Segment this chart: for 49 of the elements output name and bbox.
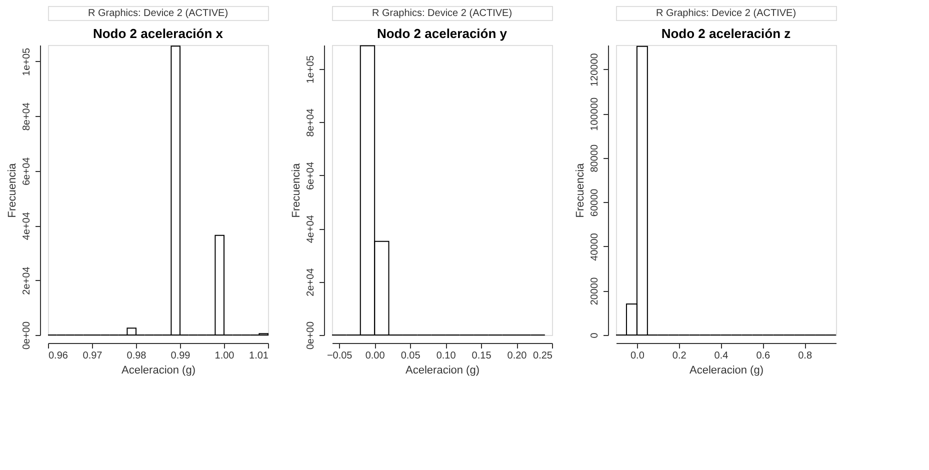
y-tick-label: 4e+04 bbox=[306, 214, 316, 244]
x-tick-label: 0.6 bbox=[756, 350, 771, 362]
y-tick-label: 80000 bbox=[590, 144, 600, 172]
x-tick-label: 0.98 bbox=[126, 350, 147, 362]
y-tick-label: 6e+04 bbox=[22, 156, 32, 186]
x-tick-label: 0.97 bbox=[82, 350, 103, 362]
chart-title: Nodo 2 aceleración y bbox=[376, 26, 508, 41]
x-axis-title: Aceleracion (g) bbox=[122, 364, 196, 376]
x-axis-title: Aceleracion (g) bbox=[690, 364, 764, 376]
y-axis-title: Frecuencia bbox=[574, 162, 586, 218]
x-tick-label: 0.25 bbox=[533, 350, 553, 362]
text: R Graphics: Device 2 (ACTIVE) bbox=[656, 8, 796, 19]
y-tick-label: 8e+04 bbox=[306, 108, 316, 137]
x-tick-label: 0.20 bbox=[507, 350, 528, 362]
y-tick-label: 100000 bbox=[590, 97, 600, 131]
x-tick-label: 1.01 bbox=[249, 350, 269, 362]
x-tick-label: 0.0 bbox=[630, 350, 645, 362]
x-tick-label: 0.2 bbox=[672, 350, 687, 362]
y-tick-label: 20000 bbox=[590, 276, 600, 306]
y-tick-label: 8e+04 bbox=[22, 102, 32, 131]
y-tick-label: 0e+00 bbox=[306, 321, 316, 350]
x-tick-label: 0.05 bbox=[400, 350, 421, 362]
chart-title: Nodo 2 aceleración x bbox=[92, 26, 224, 41]
y-tick-label: 0e+00 bbox=[22, 321, 32, 350]
y-axis-title: Frecuencia bbox=[6, 162, 18, 218]
text: R Graphics: Device 2 (ACTIVE) bbox=[372, 8, 512, 19]
x-tick-label: −0.05 bbox=[326, 350, 353, 362]
y-axis-title: Frecuencia bbox=[290, 162, 302, 218]
x-tick-label: 0.4 bbox=[714, 350, 729, 362]
y-tick-label: 1e+05 bbox=[306, 54, 316, 84]
y-tick-label: 40000 bbox=[590, 232, 600, 261]
x-tick-label: 0.96 bbox=[48, 350, 68, 362]
x-tick-label: 0.10 bbox=[436, 350, 456, 362]
y-tick-label: 0 bbox=[590, 332, 600, 338]
x-tick-label: 0.8 bbox=[798, 350, 812, 362]
y-tick-label: 2e+04 bbox=[306, 268, 316, 296]
x-tick-label: 0.00 bbox=[365, 350, 386, 362]
y-tick-label: 2e+04 bbox=[22, 266, 32, 295]
y-tick-label: 4e+04 bbox=[22, 212, 32, 240]
y-tick-label: 120000 bbox=[590, 52, 600, 87]
x-tick-label: 0.99 bbox=[170, 350, 191, 362]
x-axis-title: Aceleracion (g) bbox=[406, 364, 480, 376]
chart-title: Nodo 2 aceleración z bbox=[661, 26, 792, 41]
y-tick-label: 6e+04 bbox=[306, 161, 316, 190]
x-tick-label: 0.15 bbox=[472, 350, 492, 362]
text: R Graphics: Device 2 (ACTIVE) bbox=[88, 8, 228, 19]
y-tick-label: 1e+05 bbox=[22, 47, 32, 76]
y-tick-label: 60000 bbox=[590, 188, 600, 217]
x-tick-label: 1.00 bbox=[214, 350, 235, 362]
